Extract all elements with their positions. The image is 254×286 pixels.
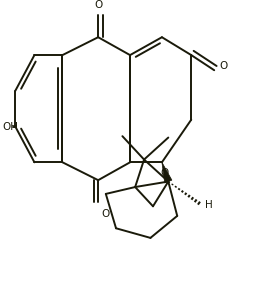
Text: O: O	[94, 0, 102, 10]
Text: OH: OH	[3, 122, 19, 132]
Polygon shape	[161, 162, 171, 183]
Text: O: O	[218, 61, 227, 71]
Text: O: O	[101, 209, 109, 219]
Text: O: O	[160, 168, 168, 178]
Text: H: H	[204, 200, 212, 210]
